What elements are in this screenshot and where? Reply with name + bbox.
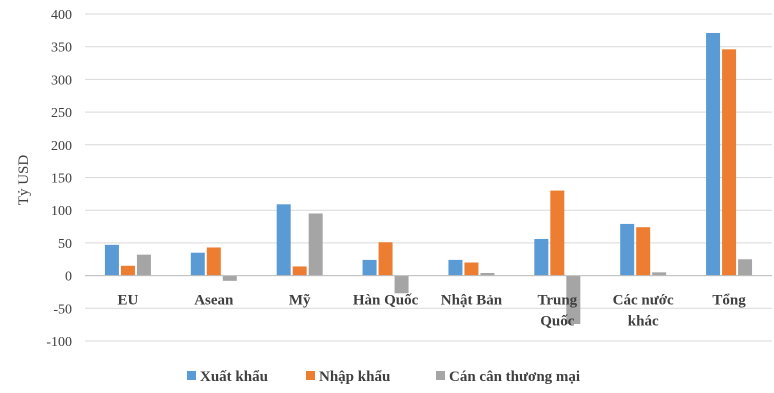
category-label: Nhật Bản bbox=[441, 293, 503, 309]
bar bbox=[636, 227, 651, 276]
y-tick-label: 0 bbox=[65, 270, 72, 285]
bar bbox=[120, 265, 135, 276]
bars bbox=[104, 32, 753, 324]
y-tick-label: 350 bbox=[51, 41, 72, 56]
bar bbox=[378, 242, 393, 276]
category-label: Trung bbox=[537, 293, 577, 309]
category-label: khác bbox=[628, 314, 659, 330]
bar bbox=[222, 275, 237, 281]
bar bbox=[652, 272, 667, 276]
legend-label: Nhập khẩu bbox=[319, 369, 390, 385]
bar bbox=[362, 259, 377, 276]
y-tick-label: 400 bbox=[51, 8, 72, 23]
category-label: Asean bbox=[194, 293, 234, 309]
y-tick-label: 100 bbox=[51, 204, 72, 219]
bar bbox=[206, 247, 221, 276]
y-tick-label: 200 bbox=[51, 139, 72, 154]
y-axis-title: Tỷ USD bbox=[16, 155, 32, 206]
legend-label: Cán cân thương mại bbox=[449, 369, 580, 385]
category-label: Quốc bbox=[540, 314, 575, 330]
bar bbox=[136, 254, 151, 276]
bar bbox=[738, 259, 753, 276]
bar bbox=[394, 275, 409, 294]
bar bbox=[464, 262, 479, 276]
bar bbox=[292, 266, 307, 276]
bar bbox=[448, 259, 463, 276]
legend-label: Xuất khẩu bbox=[200, 369, 268, 385]
bar bbox=[620, 223, 635, 276]
bar bbox=[566, 275, 581, 324]
bar bbox=[480, 272, 495, 276]
legend-swatch bbox=[306, 371, 315, 380]
legend-swatch bbox=[187, 371, 196, 380]
category-label: Hàn Quốc bbox=[353, 293, 419, 309]
legend-swatch bbox=[436, 371, 445, 380]
category-label: Mỹ bbox=[289, 293, 311, 309]
y-tick-label: 250 bbox=[51, 106, 72, 121]
category-label: Tổng bbox=[712, 293, 746, 309]
y-tick-label: 50 bbox=[58, 237, 72, 252]
legend: Xuất khẩu Nhập khẩu Cán cân thương mại bbox=[187, 369, 580, 385]
bar bbox=[308, 213, 323, 276]
y-axis-ticks: -100 -50 0 50 100 150 200 250 300 350 400 bbox=[46, 8, 72, 350]
category-labels: EU Asean Mỹ Hàn Quốc Nhật Bản Trung Quốc Các nư… bbox=[118, 293, 747, 330]
y-tick-label: 300 bbox=[51, 73, 72, 88]
bar bbox=[104, 244, 119, 276]
y-tick-label: -100 bbox=[46, 335, 72, 350]
category-label: Các nước bbox=[613, 293, 674, 309]
bar bbox=[550, 190, 565, 276]
category-label: EU bbox=[118, 293, 139, 309]
y-tick-label: -50 bbox=[53, 302, 72, 317]
bar bbox=[276, 204, 291, 276]
bar bbox=[722, 49, 737, 276]
bar bbox=[190, 252, 205, 276]
bar bbox=[534, 238, 549, 276]
y-tick-label: 150 bbox=[51, 172, 72, 187]
bar bbox=[706, 32, 721, 276]
